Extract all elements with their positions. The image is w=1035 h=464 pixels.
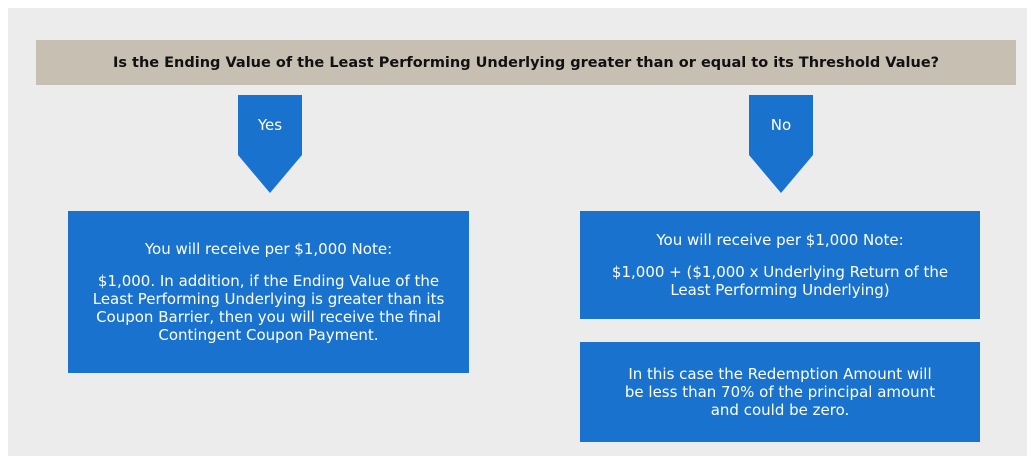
yes-label: Yes: [238, 95, 302, 155]
no-label: No: [749, 95, 813, 155]
arrow-head: [238, 155, 302, 193]
no-arrow: No: [749, 95, 813, 195]
no-text: $1,000 + ($1,000 x Underlying Return of …: [611, 263, 949, 299]
yes-heading: You will receive per $1,000 Note:: [144, 240, 393, 258]
no-note-box: In this case the Redemption Amount will …: [580, 342, 980, 442]
yes-arrow: Yes: [238, 95, 302, 195]
arrow-head: [749, 155, 813, 193]
no-note: In this case the Redemption Amount will …: [624, 365, 936, 419]
no-heading: You will receive per $1,000 Note:: [656, 231, 904, 249]
question-banner: Is the Ending Value of the Least Perform…: [36, 40, 1016, 85]
yes-box: You will receive per $1,000 Note: $1,000…: [68, 211, 469, 373]
yes-text: $1,000. In addition, if the Ending Value…: [92, 272, 445, 344]
no-box: You will receive per $1,000 Note: $1,000…: [580, 211, 980, 319]
